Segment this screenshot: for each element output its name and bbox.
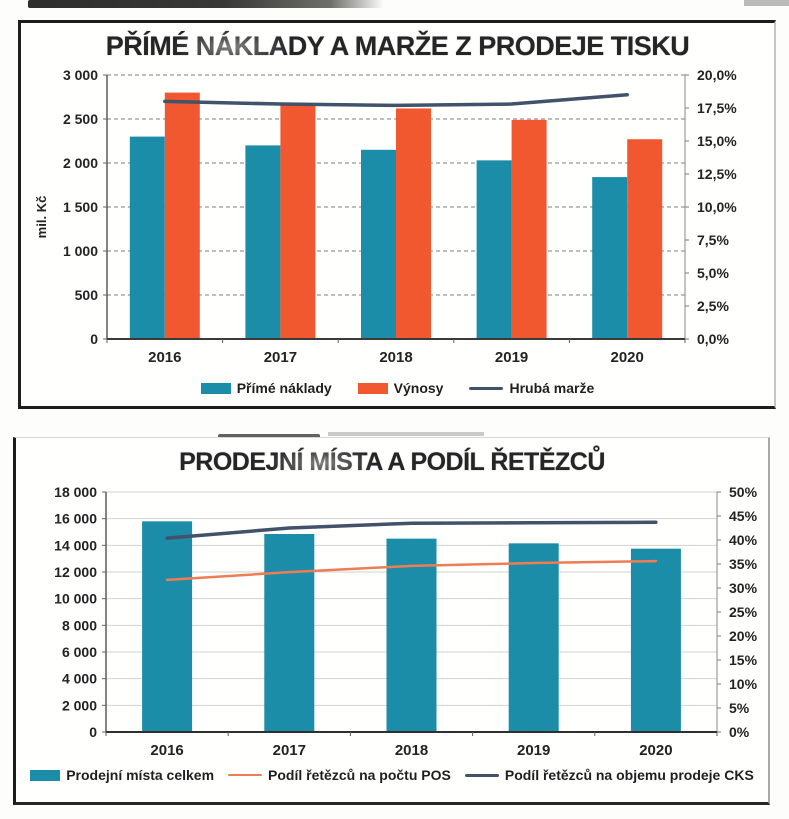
bar-1-2019 [511, 119, 547, 339]
left-axis-tick-label: 2 000 [62, 697, 97, 713]
left-axis-tick-label: 3 000 [63, 67, 98, 83]
left-axis-tick-label: 8 000 [62, 617, 97, 633]
trend-line-1 [165, 520, 658, 540]
right-axis-tick-label: 35% [729, 556, 758, 572]
right-axis-tick-label: 20% [729, 628, 758, 644]
left-axis-tick-label: 10 000 [54, 591, 97, 607]
trend-line-0 [165, 559, 658, 582]
legend-label-prodejni-mista: Prodejní místa celkem [66, 767, 215, 783]
bar-0-2019 [508, 543, 559, 732]
x-axis-label-2016: 2016 [150, 742, 183, 759]
x-axis-label-2020: 2020 [639, 742, 672, 759]
bar-0-2016 [142, 521, 193, 732]
x-axis-label-2016: 2016 [148, 349, 181, 366]
left-axis-tick-label: 12 000 [54, 564, 97, 580]
chart-frame-pos: PRODEJNÍ MÍSTA A PODÍL ŘETĚZCŮ 18 000 16 … [13, 437, 770, 805]
bar-1-2017 [280, 103, 316, 339]
left-axis-tick-label: 16 000 [54, 511, 97, 527]
x-axis-label-2020: 2020 [611, 349, 644, 366]
x-axis-label-2017: 2017 [264, 349, 297, 366]
right-axis-tick-label: 2,5% [697, 298, 729, 314]
plot-area-pos: 18 000 16 000 14 000 12 000 10 000 8 000 6 000… [54, 484, 758, 759]
x-axis-label-2018: 2018 [379, 349, 412, 366]
legend-swatch-hruba-marze [469, 386, 504, 390]
plot-area-direct-costs: 3 000 2 500 2 000 1 500 1 000 500 0 20,0% 17,5% 1… [63, 67, 737, 366]
right-axis-tick-label: 25% [729, 604, 758, 620]
bar-0-2020 [630, 548, 681, 732]
legend-item-podil-pos: Podíl řetězců na počtu POS [228, 767, 451, 783]
bar-0-2018 [361, 149, 396, 339]
right-axis-tick-label: 20,0% [697, 67, 737, 83]
legend-swatch-prodejni-mista [30, 769, 61, 781]
right-axis-tick-label: 40% [729, 532, 758, 548]
right-axis-tick-label: 10,0% [697, 199, 737, 215]
bar-0-2020 [592, 177, 628, 339]
x-axis-label-2018: 2018 [395, 742, 428, 759]
right-axis-tick-label: 0,0% [697, 331, 729, 347]
legend-item-hruba-marze: Hrubá marže [469, 380, 594, 396]
legend-swatch-prime-naklady [200, 382, 231, 394]
x-axis-label-2019: 2019 [495, 349, 528, 366]
left-axis-tick-label: 4 000 [62, 671, 97, 687]
bar-0-2018 [386, 538, 437, 732]
right-axis-tick-label: 7,5% [697, 232, 729, 248]
legend-label-hruba-marze: Hrubá marže [509, 380, 595, 396]
left-axis-tick-label: 2 000 [63, 155, 98, 171]
right-axis-tick-label: 50% [729, 484, 758, 500]
right-axis-tick-label: 17,5% [697, 100, 737, 116]
bar-0-2017 [245, 145, 281, 339]
left-axis-tick-label: 6 000 [62, 644, 97, 660]
legend-item-prime-naklady: Přímé náklady [200, 380, 332, 396]
legend-swatch-podil-pos [228, 774, 263, 776]
right-axis-tick-label: 30% [729, 580, 758, 596]
bar-0-2019 [476, 160, 512, 339]
right-axis-tick-label: 15,0% [697, 133, 737, 149]
x-axis-label-2017: 2017 [273, 742, 306, 759]
left-axis-tick-label: 0 [89, 724, 97, 740]
legend-label-prime-naklady: Přímé náklady [236, 380, 332, 396]
left-axis-tick-label: 1 000 [63, 243, 98, 259]
bar-0-2017 [264, 534, 315, 732]
x-axis-label-2019: 2019 [517, 742, 550, 759]
chart-title-pos: PRODEJNÍ MÍSTA A PODÍL ŘETĚZCŮ [179, 448, 605, 476]
legend-label-podil-cks: Podíl řetězců na objemu prodeje CKS [504, 767, 754, 783]
scan-artifact-between-charts-light [328, 432, 484, 436]
scan-artifact-top-right [744, 0, 789, 6]
legend-direct-costs: Přímé náklady Výnosy Hrubá marže [21, 380, 774, 396]
left-axis-tick-label: 2 500 [63, 111, 98, 127]
bar-1-2020 [627, 139, 663, 339]
legend-swatch-vynosy [357, 382, 388, 394]
legend-label-vynosy: Výnosy [393, 380, 444, 396]
right-axis-tick-label: 0% [729, 724, 750, 740]
legend-pos: Prodejní místa celkem Podíl řetězců na p… [16, 767, 768, 783]
left-axis-tick-label: 0 [90, 331, 98, 347]
right-axis-tick-label: 10% [729, 676, 758, 692]
scan-artifact-top-left [28, 0, 384, 8]
right-axis-tick-label: 5,0% [697, 265, 729, 281]
legend-item-prodejni-mista: Prodejní místa celkem [30, 767, 214, 783]
legend-swatch-podil-cks [464, 773, 499, 777]
left-axis-tick-label: 1 500 [63, 199, 98, 215]
bar-0-2016 [129, 136, 165, 339]
chart-title-direct-costs: PŘÍMÉ NÁKLADY A MARŽE Z PRODEJE TISKU [105, 31, 690, 61]
left-axis-tick-label: 14 000 [54, 537, 97, 553]
right-axis-tick-label: 12,5% [697, 166, 737, 182]
trend-line-0 [163, 93, 629, 108]
bar-1-2018 [396, 108, 431, 339]
legend-item-podil-cks: Podíl řetězců na objemu prodeje CKS [464, 767, 754, 783]
right-axis-tick-label: 45% [729, 508, 758, 524]
left-axis-tick-label: 18 000 [54, 484, 97, 500]
legend-item-vynosy: Výnosy [357, 380, 444, 396]
right-axis-tick-label: 5% [729, 700, 750, 716]
left-axis-tick-label: 500 [75, 287, 99, 303]
right-axis-tick-label: 15% [729, 652, 758, 668]
legend-label-podil-pos: Podíl řetězců na počtu POS [268, 767, 451, 783]
chart-frame-direct-costs: PŘÍMÉ NÁKLADY A MARŽE Z PRODEJE TISKU mi… [18, 20, 776, 409]
bar-1-2016 [164, 92, 200, 339]
